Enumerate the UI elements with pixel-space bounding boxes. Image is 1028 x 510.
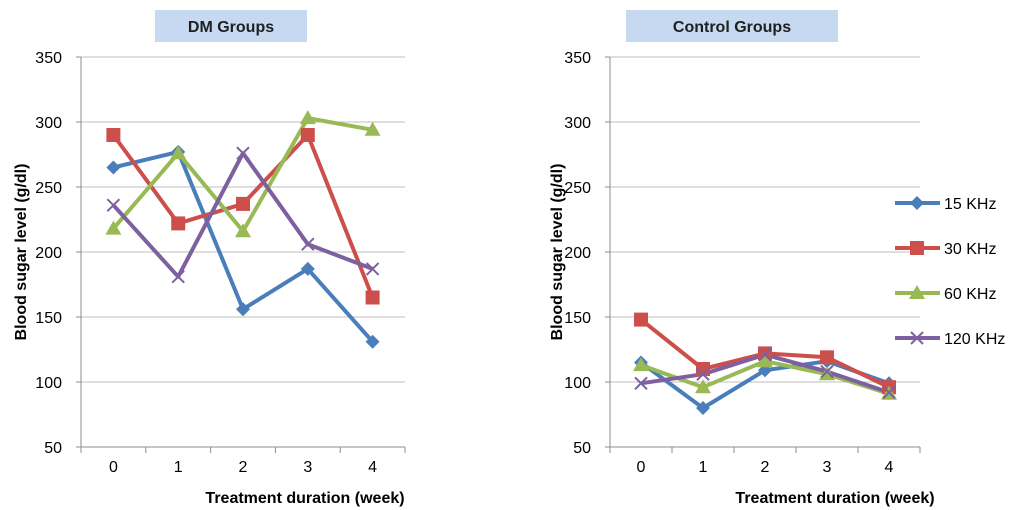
x-tick-label: 0: [109, 459, 118, 476]
x-tick-label: 1: [699, 459, 708, 476]
data-point-120-khz-stroke-b: [301, 237, 315, 251]
chart-title-box: [626, 10, 838, 42]
y-tick-label: 100: [564, 375, 591, 392]
data-point-15-khz: [300, 261, 315, 276]
data-point-120-khz: [696, 367, 710, 381]
data-point-15-khz: [696, 401, 710, 415]
y-tick-label: 300: [35, 115, 62, 132]
data-point-120-khz-stroke-b: [236, 146, 250, 160]
series-line-60-khz: [111, 116, 373, 234]
legend-marker-120-khz-stroke-b: [910, 331, 924, 345]
y-tick-label: 200: [564, 245, 591, 262]
x-tick-label: 0: [637, 459, 646, 476]
legend-marker-120-khz: [910, 331, 924, 345]
data-point-60-khz: [170, 145, 187, 160]
x-tick-label: 4: [885, 459, 894, 476]
y-tick-label: 100: [35, 375, 62, 392]
data-point-30-khz: [634, 312, 648, 327]
data-point-120-khz: [820, 364, 834, 379]
data-point-120-khz-stroke-b: [696, 367, 710, 381]
data-point-120-khz-stroke-b: [171, 269, 185, 284]
data-point-120-khz: [758, 347, 772, 362]
y-tick-label: 150: [564, 310, 591, 327]
x-axis-title: Treatment duration (week): [205, 490, 404, 507]
y-tick-label: 350: [35, 50, 62, 67]
data-point-30-khz: [236, 196, 250, 211]
data-point-120-khz-stroke-b: [634, 376, 648, 391]
y-tick-label: 150: [35, 310, 62, 327]
legend-label-30-khz: 30 KHz: [944, 241, 996, 258]
data-point-15-khz: [236, 302, 250, 317]
dm-groups-chart: DM Groups 50 100 150 200 250 300 350 0 1 2 3 4 Treatm…: [13, 10, 406, 507]
y-tick-label: 50: [44, 440, 62, 457]
legend-label-120-khz: 120 KHz: [944, 331, 1005, 348]
data-point-15-khz: [365, 334, 380, 349]
data-point-120-khz: [634, 376, 648, 391]
chart-title-box: [155, 10, 307, 42]
series-line-120-khz: [111, 151, 374, 279]
y-axis-title: Blood sugar level (g/dl): [13, 164, 30, 341]
x-tick-label: 4: [368, 459, 377, 476]
control-groups-chart: Control Groups 50 100 150 200 250 300 350 0 1 2 3 4 T…: [549, 10, 935, 507]
data-point-120-khz: [365, 262, 380, 276]
y-axis-title: Blood sugar level (g/dl): [549, 164, 566, 341]
data-point-30-khz: [820, 350, 834, 365]
legend-marker-15-khz: [910, 196, 924, 210]
data-point-120-khz-stroke-b: [820, 364, 834, 379]
data-point-30-khz: [365, 290, 380, 305]
data-point-120-khz-stroke-b: [106, 198, 121, 212]
x-tick-label: 3: [823, 459, 832, 476]
data-point-120-khz-stroke-b: [365, 262, 380, 276]
data-point-60-khz: [299, 110, 316, 125]
y-tick-label: 300: [564, 115, 591, 132]
data-point-60-khz: [235, 223, 251, 238]
legend-marker-60-khz: [909, 285, 925, 299]
x-tick-label: 3: [303, 459, 312, 476]
x-tick-label: 2: [761, 459, 770, 476]
chart-title: Control Groups: [673, 19, 791, 36]
data-point-60-khz: [757, 353, 773, 368]
y-tick-label: 200: [35, 245, 62, 262]
data-point-120-khz-stroke-b: [882, 385, 896, 400]
y-tick-label: 250: [564, 180, 591, 197]
data-point-120-khz: [171, 269, 185, 284]
data-point-120-khz-stroke-b: [758, 347, 772, 362]
data-point-120-khz: [882, 385, 896, 400]
legend: 15 KHz 30 KHz 60 KHz 120 KHz: [895, 196, 1005, 348]
y-tick-label: 250: [35, 180, 62, 197]
legend-label-60-khz: 60 KHz: [944, 286, 996, 303]
chart-title: DM Groups: [188, 19, 274, 36]
data-point-120-khz: [236, 146, 250, 160]
data-point-15-khz: [106, 160, 121, 175]
data-point-60-khz: [695, 379, 711, 394]
x-axis-title: Treatment duration (week): [735, 490, 934, 507]
data-point-60-khz: [364, 121, 381, 136]
data-point-60-khz: [633, 357, 649, 372]
data-point-60-khz: [105, 220, 122, 235]
y-tick-label: 50: [573, 440, 591, 457]
y-tick-label: 350: [564, 50, 591, 67]
data-point-30-khz: [696, 362, 710, 376]
x-tick-label: 2: [239, 459, 248, 476]
data-point-30-khz: [106, 128, 121, 142]
x-tick-label: 1: [174, 459, 183, 476]
data-point-30-khz: [300, 128, 315, 142]
legend-label-15-khz: 15 KHz: [944, 196, 996, 213]
legend-marker-30-khz: [910, 241, 924, 255]
data-point-120-khz: [301, 237, 315, 251]
data-point-120-khz: [106, 198, 121, 212]
data-point-30-khz: [171, 216, 186, 231]
